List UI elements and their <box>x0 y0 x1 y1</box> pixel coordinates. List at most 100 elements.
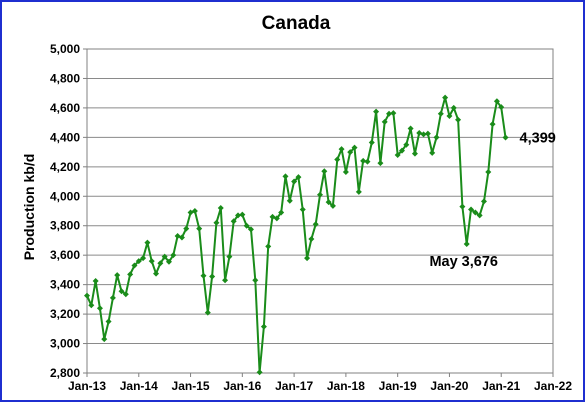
data-point <box>299 206 306 213</box>
data-point <box>118 288 125 295</box>
data-point <box>304 255 311 262</box>
data-point <box>360 157 367 164</box>
data-point <box>325 199 332 206</box>
data-point <box>493 98 500 105</box>
data-point <box>260 323 267 330</box>
data-point <box>442 94 449 101</box>
data-point <box>424 130 431 137</box>
data-point <box>105 318 112 325</box>
data-point <box>398 147 405 154</box>
annotations: 4,399 May 3,676 <box>429 131 555 270</box>
data-point <box>329 202 336 209</box>
data-point <box>407 125 414 132</box>
data-point <box>420 131 427 138</box>
data-point <box>429 149 436 156</box>
data-point <box>338 146 345 153</box>
data-point <box>178 234 185 241</box>
data-point <box>88 302 95 309</box>
data-point <box>161 253 168 260</box>
y-axis-label: Production kb/d <box>21 154 37 261</box>
data-point <box>433 134 440 141</box>
data-point <box>243 222 250 229</box>
data-point <box>468 206 475 213</box>
data-point <box>381 118 388 125</box>
data-point <box>200 272 207 279</box>
x-tick-label: Jan-22 <box>534 379 572 393</box>
data-point <box>386 110 393 117</box>
data-point <box>170 252 177 259</box>
data-point <box>135 258 142 265</box>
x-tick-label: Jan-17 <box>275 379 313 393</box>
data-point <box>489 121 496 128</box>
data-point <box>148 258 155 265</box>
y-tick-label: 2,800 <box>50 366 80 380</box>
plot-area-border <box>86 48 554 374</box>
data-point <box>157 260 164 267</box>
data-point <box>355 188 362 195</box>
data-point <box>317 191 323 198</box>
data-point <box>191 208 198 214</box>
y-tick-label: 3,400 <box>50 278 80 292</box>
data-point <box>485 168 492 175</box>
data-point <box>256 369 263 376</box>
data-point <box>196 225 203 232</box>
y-axis-ticks: 2,800 3,000 3,200 3,400 3,600 3,800 4,000 4,200… <box>50 42 87 380</box>
data-point <box>101 336 108 343</box>
data-point <box>131 262 138 269</box>
data-point <box>437 110 444 117</box>
data-point <box>247 226 254 233</box>
x-tick-label: Jan-21 <box>482 379 520 393</box>
series-group <box>84 94 509 376</box>
x-tick-label: Jan-20 <box>430 379 468 393</box>
data-point <box>92 277 99 284</box>
x-tick-label: Jan-19 <box>379 379 417 393</box>
data-point <box>390 110 397 117</box>
data-point <box>235 212 242 219</box>
y-tick-label: 3,600 <box>50 248 80 262</box>
data-point <box>252 277 259 284</box>
y-tick-label: 3,000 <box>50 337 80 351</box>
data-point <box>286 197 293 204</box>
x-tick-label: Jan-15 <box>172 379 210 393</box>
data-point <box>347 149 354 156</box>
data-point <box>351 144 358 151</box>
data-point <box>273 215 280 222</box>
data-point <box>321 168 328 175</box>
data-point <box>183 225 190 232</box>
data-point <box>334 156 341 163</box>
data-point <box>295 174 302 181</box>
x-tick-label: Jan-13 <box>68 379 106 393</box>
data-point <box>446 113 453 120</box>
data-point <box>282 173 289 180</box>
data-point <box>209 273 216 280</box>
data-point <box>411 150 418 157</box>
series-line <box>86 96 507 374</box>
data-point <box>265 243 272 250</box>
data-point <box>84 292 90 299</box>
data-point <box>122 291 129 298</box>
y-tick-label: 4,200 <box>50 160 80 174</box>
data-point <box>114 272 121 279</box>
data-point <box>463 240 470 247</box>
data-point <box>144 239 151 246</box>
data-point <box>450 104 457 111</box>
data-point <box>153 270 160 277</box>
data-point <box>476 212 483 219</box>
data-point <box>498 104 505 111</box>
data-point <box>502 134 509 141</box>
data-point <box>127 271 134 278</box>
data-point <box>403 141 410 148</box>
x-tick-label: Jan-18 <box>327 379 365 393</box>
data-point <box>278 209 285 216</box>
data-point <box>96 305 103 312</box>
y-tick-label: 3,200 <box>50 307 80 321</box>
x-axis-ticks: Jan-13 Jan-14 Jan-15 Jan-16 Jan-17 Jan-18 Jan-… <box>68 373 572 393</box>
data-point <box>312 221 319 228</box>
data-point <box>480 198 487 205</box>
data-point <box>364 158 371 165</box>
data-point <box>308 235 315 242</box>
data-point <box>226 253 233 260</box>
y-tick-label: 4,000 <box>50 189 80 203</box>
